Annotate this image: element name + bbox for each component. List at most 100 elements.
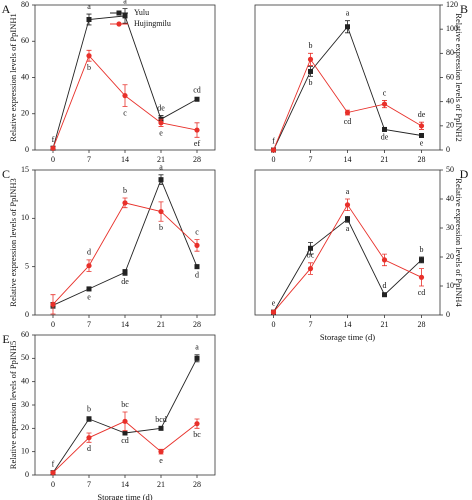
data-point bbox=[158, 120, 164, 126]
significance-letter: cd bbox=[344, 117, 352, 126]
y-axis-label: Relative expression levels of PpINH4 bbox=[454, 178, 464, 307]
significance-letter: a bbox=[346, 9, 350, 18]
y-tick-label: 0 bbox=[25, 145, 29, 154]
significance-letter: f bbox=[272, 137, 275, 146]
y-tick-label: 5 bbox=[25, 261, 29, 270]
series-line bbox=[273, 58, 422, 151]
x-tick-label: 28 bbox=[193, 480, 201, 489]
data-point bbox=[86, 286, 92, 292]
data-point bbox=[381, 257, 388, 263]
significance-letter: c bbox=[195, 227, 199, 236]
y-tick-label: 100 bbox=[446, 24, 458, 33]
significance-letter: d bbox=[87, 248, 91, 257]
x-tick-label: 21 bbox=[157, 320, 165, 329]
series-line bbox=[273, 25, 422, 151]
data-point bbox=[86, 416, 92, 422]
y-tick-label: 0 bbox=[25, 310, 29, 319]
x-tick-label: 14 bbox=[344, 320, 352, 329]
legend-marker bbox=[116, 21, 122, 27]
data-point bbox=[194, 421, 200, 427]
panel-label: C bbox=[2, 167, 10, 181]
x-tick-label: 28 bbox=[418, 320, 426, 329]
x-tick-label: 0 bbox=[51, 320, 55, 329]
data-point bbox=[419, 257, 424, 263]
x-tick-label: 28 bbox=[193, 320, 201, 329]
y-tick-label: 40 bbox=[446, 96, 454, 105]
x-tick-label: 0 bbox=[272, 155, 276, 164]
significance-letter: d bbox=[87, 444, 91, 453]
panel-label: A bbox=[2, 2, 11, 16]
data-point bbox=[122, 418, 128, 424]
data-point bbox=[194, 355, 200, 361]
x-tick-label: 7 bbox=[87, 155, 91, 164]
x-tick-label: 21 bbox=[157, 155, 165, 164]
data-point bbox=[50, 301, 56, 307]
x-tick-label: 7 bbox=[309, 155, 313, 164]
data-point bbox=[344, 109, 351, 116]
data-point bbox=[345, 216, 350, 222]
y-tick-label: 10 bbox=[21, 213, 29, 222]
y-axis-label: Relative expression levels of PpINH1 bbox=[8, 13, 18, 141]
y-tick-label: 40 bbox=[21, 376, 29, 385]
significance-letter: e bbox=[159, 456, 163, 465]
significance-letter: bcd bbox=[155, 415, 167, 424]
data-point bbox=[270, 309, 277, 315]
y-tick-label: 20 bbox=[21, 423, 29, 432]
data-point bbox=[122, 269, 128, 275]
x-tick-label: 14 bbox=[121, 480, 129, 489]
x-tick-label: 28 bbox=[193, 155, 201, 164]
y-tick-label: 60 bbox=[21, 36, 29, 45]
data-point bbox=[50, 470, 56, 476]
data-point bbox=[158, 425, 164, 431]
significance-letter: d bbox=[383, 281, 387, 290]
data-point bbox=[194, 96, 200, 102]
significance-letter: b bbox=[87, 404, 91, 413]
significance-letter: bc bbox=[307, 251, 315, 260]
series-line bbox=[273, 218, 422, 313]
y-tick-label: 60 bbox=[446, 72, 454, 81]
significance-letter: de bbox=[121, 277, 129, 286]
significance-letter: b bbox=[309, 41, 313, 50]
data-point bbox=[122, 430, 128, 436]
data-point bbox=[122, 200, 128, 206]
significance-letter: cd bbox=[193, 85, 201, 94]
legend-label: Hujingmilu bbox=[134, 19, 171, 28]
significance-letter: cd bbox=[121, 436, 129, 445]
significance-letter: a bbox=[87, 2, 91, 11]
significance-letter: c bbox=[123, 108, 127, 117]
significance-letter: a bbox=[123, 0, 127, 5]
significance-letter: b bbox=[159, 223, 163, 232]
x-axis-label: Storage time (d) bbox=[97, 492, 152, 500]
data-point bbox=[194, 264, 200, 270]
y-axis-label: Relative expression levels of PpINH5 bbox=[8, 341, 18, 469]
y-tick-label: 20 bbox=[446, 121, 454, 130]
significance-letter: a bbox=[195, 343, 199, 352]
significance-letter: a bbox=[346, 224, 350, 233]
data-point bbox=[122, 13, 128, 19]
significance-letter: e bbox=[87, 293, 91, 302]
significance-letter: b bbox=[87, 63, 91, 72]
significance-letter: ef bbox=[194, 139, 201, 148]
significance-letter: b bbox=[123, 186, 127, 195]
y-tick-label: 40 bbox=[446, 194, 454, 203]
y-tick-label: 0 bbox=[446, 145, 450, 154]
y-tick-label: 80 bbox=[446, 48, 454, 57]
significance-letter: e bbox=[420, 139, 424, 148]
significance-letter: d bbox=[195, 270, 199, 279]
y-tick-label: 40 bbox=[21, 72, 29, 81]
x-tick-label: 7 bbox=[309, 320, 313, 329]
significance-letter: a bbox=[159, 163, 163, 172]
y-tick-label: 60 bbox=[21, 330, 29, 339]
y-tick-label: 50 bbox=[446, 165, 454, 174]
data-point bbox=[307, 266, 314, 272]
significance-letter: bc bbox=[193, 430, 201, 439]
significance-letter: de bbox=[157, 103, 165, 112]
data-point bbox=[418, 123, 425, 129]
y-tick-label: 30 bbox=[21, 400, 29, 409]
y-tick-label: 15 bbox=[21, 165, 29, 174]
data-point bbox=[345, 24, 350, 30]
y-tick-label: 80 bbox=[21, 0, 29, 9]
y-tick-label: 0 bbox=[25, 470, 29, 479]
data-point bbox=[158, 449, 164, 455]
